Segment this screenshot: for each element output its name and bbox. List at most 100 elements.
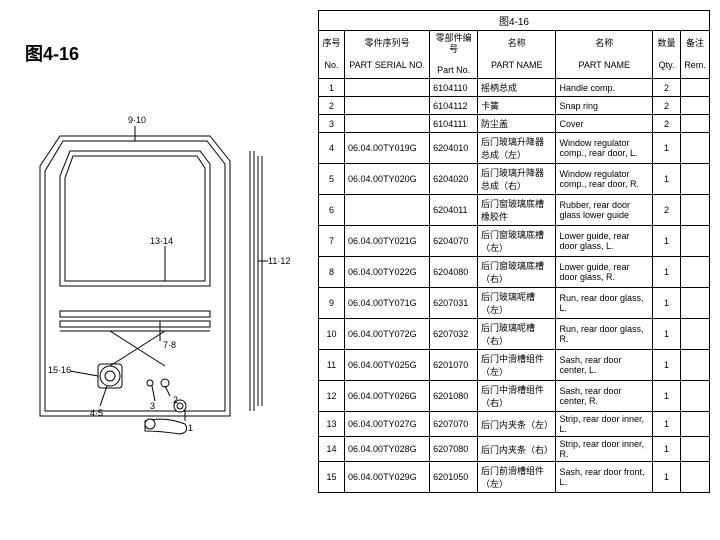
table-row: 16104110摇柄总成Handle comp.2 [319, 79, 710, 97]
table-row: 26104112卡簧Snap ring2 [319, 97, 710, 115]
header-no: 序号No. [319, 31, 345, 79]
cell-name-cn: 后门玻璃升降器总成（左） [478, 133, 556, 164]
cell-part: 6204011 [430, 195, 478, 226]
cell-part: 6204010 [430, 133, 478, 164]
cell-qty: 1 [653, 133, 681, 164]
cell-name-en: Sash, rear door center, R. [556, 381, 653, 412]
cell-serial: 06.04.00TY072G [345, 319, 430, 350]
cell-no: 3 [319, 115, 345, 133]
cell-part: 6207070 [430, 412, 478, 437]
callout-4-5: 4·5 [90, 408, 103, 418]
cell-name-en: Sash, rear door center, L. [556, 350, 653, 381]
cell-part: 6204080 [430, 257, 478, 288]
cell-qty: 2 [653, 79, 681, 97]
cell-serial [345, 195, 430, 226]
cell-rem [681, 462, 710, 493]
cell-rem [681, 164, 710, 195]
cell-serial: 06.04.00TY027G [345, 412, 430, 437]
cell-part: 6104110 [430, 79, 478, 97]
cell-part: 6201070 [430, 350, 478, 381]
cell-name-cn: 摇柄总成 [478, 79, 556, 97]
cell-name-cn: 后门窗玻璃底槽橡胶件 [478, 195, 556, 226]
cell-rem [681, 412, 710, 437]
cell-rem [681, 319, 710, 350]
cell-name-cn: 后门前滑槽组件（左） [478, 462, 556, 493]
cell-no: 4 [319, 133, 345, 164]
callout-13-14: 13·14 [150, 236, 173, 246]
cell-name-cn: 防尘盖 [478, 115, 556, 133]
cell-part: 6204020 [430, 164, 478, 195]
cell-serial: 06.04.00TY025G [345, 350, 430, 381]
table-row: 1306.04.00TY027G6207070后门内夹条（左）Strip, re… [319, 412, 710, 437]
cell-name-en: Run, rear door glass, L. [556, 288, 653, 319]
table-row: 906.04.00TY071G6207031后门玻璃呢槽（左）Run, rear… [319, 288, 710, 319]
cell-serial: 06.04.00TY019G [345, 133, 430, 164]
cell-no: 10 [319, 319, 345, 350]
cell-name-en: Snap ring [556, 97, 653, 115]
cell-serial: 06.04.00TY021G [345, 226, 430, 257]
cell-serial: 06.04.00TY028G [345, 437, 430, 462]
cell-part: 6207080 [430, 437, 478, 462]
cell-part: 6207032 [430, 319, 478, 350]
cell-qty: 1 [653, 381, 681, 412]
cell-qty: 1 [653, 257, 681, 288]
cell-no: 15 [319, 462, 345, 493]
cell-part: 6207031 [430, 288, 478, 319]
cell-name-cn: 后门玻璃呢槽（右） [478, 319, 556, 350]
cell-qty: 2 [653, 115, 681, 133]
cell-no: 12 [319, 381, 345, 412]
door-diagram: 9·10 11·12 13·14 7·8 15·16 4·5 1 2 3 [10, 86, 290, 446]
cell-serial [345, 79, 430, 97]
callout-3: 3 [150, 401, 155, 411]
table-row: 1406.04.00TY028G6207080后门内夹条（右）Strip, re… [319, 437, 710, 462]
header-name-cn: 名称PART NAME [478, 31, 556, 79]
cell-qty: 1 [653, 437, 681, 462]
cell-serial [345, 97, 430, 115]
header-rem: 备注Rem. [681, 31, 710, 79]
cell-serial: 06.04.00TY029G [345, 462, 430, 493]
cell-name-en: Window regulator comp., rear door, R. [556, 164, 653, 195]
cell-no: 11 [319, 350, 345, 381]
table-caption: 图4-16 [319, 11, 710, 31]
cell-no: 14 [319, 437, 345, 462]
cell-name-cn: 卡簧 [478, 97, 556, 115]
cell-rem [681, 115, 710, 133]
cell-qty: 1 [653, 462, 681, 493]
cell-qty: 2 [653, 195, 681, 226]
header-part: 零部件编号Part No. [430, 31, 478, 79]
table-row: 3 6104111防尘盖Cover2 [319, 115, 710, 133]
cell-name-cn: 后门窗玻璃底槽（右） [478, 257, 556, 288]
cell-part: 6104112 [430, 97, 478, 115]
cell-name-en: Window regulator comp., rear door, L. [556, 133, 653, 164]
cell-rem [681, 350, 710, 381]
table-header-row: 序号No. 零件序列号PART SERIAL NO. 零部件编号Part No.… [319, 31, 710, 79]
cell-no: 6 [319, 195, 345, 226]
cell-qty: 1 [653, 350, 681, 381]
cell-name-cn: 后门内夹条（左） [478, 412, 556, 437]
callout-11-12: 11·12 [268, 256, 290, 266]
cell-name-cn: 后门玻璃升降器总成（右） [478, 164, 556, 195]
cell-name-cn: 后门窗玻璃底槽（左） [478, 226, 556, 257]
cell-serial: 06.04.00TY022G [345, 257, 430, 288]
table-row: 706.04.00TY021G6204070后门窗玻璃底槽（左）Lower gu… [319, 226, 710, 257]
cell-part: 6201080 [430, 381, 478, 412]
cell-rem [681, 381, 710, 412]
cell-no: 13 [319, 412, 345, 437]
table-row: 6 6204011后门窗玻璃底槽橡胶件Rubber, rear door glas… [319, 195, 710, 226]
cell-name-en: Rubber, rear door glass lower guide [556, 195, 653, 226]
table-row: 1006.04.00TY072G6207032后门玻璃呢槽（右）Run, rea… [319, 319, 710, 350]
cell-name-en: Cover [556, 115, 653, 133]
cell-qty: 1 [653, 164, 681, 195]
cell-no: 7 [319, 226, 345, 257]
cell-name-en: Handle comp. [556, 79, 653, 97]
cell-rem [681, 79, 710, 97]
cell-name-en: Strip, rear door inner, R. [556, 437, 653, 462]
cell-rem [681, 257, 710, 288]
cell-part: 6104111 [430, 115, 478, 133]
table-row: 806.04.00TY022G6204080后门窗玻璃底槽（右）Lower gu… [319, 257, 710, 288]
callout-1: 1 [188, 423, 193, 433]
cell-rem [681, 133, 710, 164]
cell-name-cn: 后门中滑槽组件（右） [478, 381, 556, 412]
cell-part: 6201050 [430, 462, 478, 493]
cell-serial: 06.04.00TY071G [345, 288, 430, 319]
